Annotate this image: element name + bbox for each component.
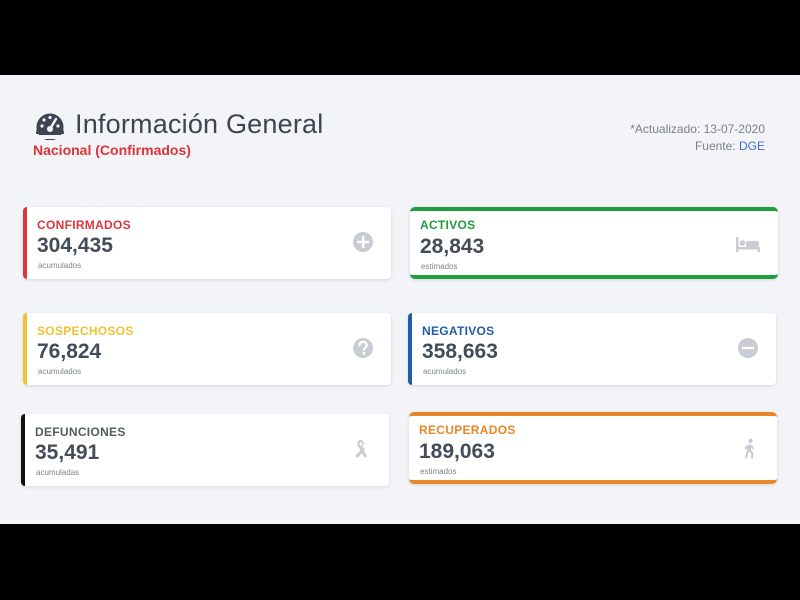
- source-link[interactable]: DGE: [738, 139, 765, 153]
- question-circle-icon: [353, 338, 373, 358]
- card-label: NEGATIVOS: [422, 324, 495, 338]
- card-defunciones: DEFUNCIONES 35,491 acumuladas: [21, 414, 389, 486]
- card-note: acumulados: [423, 367, 467, 376]
- ribbon-icon: [355, 440, 367, 458]
- card-label: ACTIVOS: [420, 218, 476, 232]
- card-note: acumuladas: [36, 468, 80, 477]
- page-subtitle: Nacional (Confirmados): [33, 142, 191, 158]
- dashboard-viewport: Información General Nacional (Confirmado…: [0, 75, 800, 524]
- card-negativos: NEGATIVOS 358,663 acumulados: [408, 313, 776, 385]
- card-value: 358,663: [422, 340, 498, 363]
- bed-icon: [736, 237, 760, 252]
- minus-circle-icon: [738, 338, 758, 358]
- card-label: CONFIRMADOS: [37, 218, 131, 232]
- card-note: acumulados: [38, 261, 82, 270]
- source-label: Fuente:: [694, 139, 736, 153]
- updated-date: *Actualizado: 13-07-2020: [630, 122, 765, 136]
- card-note: acumulados: [38, 367, 82, 376]
- card-recuperados: RECUPERADOS 189,063 estimados: [409, 412, 777, 484]
- card-activos: ACTIVOS 28,843 estimados: [410, 207, 778, 279]
- source-line: Fuente: DGE: [630, 138, 765, 155]
- page-title: Información General: [75, 109, 324, 139]
- update-info: *Actualizado: 13-07-2020 Fuente: DGE: [630, 121, 765, 155]
- card-value: 304,435: [37, 234, 113, 257]
- card-label: RECUPERADOS: [419, 423, 516, 437]
- card-value: 189,063: [419, 440, 495, 463]
- plus-circle-icon: [353, 232, 373, 252]
- card-value: 35,491: [35, 441, 100, 464]
- card-note: estimados: [421, 262, 458, 271]
- card-label: DEFUNCIONES: [35, 425, 126, 439]
- card-note: estimados: [420, 467, 457, 476]
- card-sospechosos: SOSPECHOSOS 76,824 acumulados: [23, 313, 391, 385]
- title-row: Información General: [33, 109, 323, 140]
- walking-person-icon: [744, 438, 755, 459]
- card-value: 28,843: [420, 235, 485, 258]
- gauge-icon: [36, 113, 64, 140]
- card-confirmados: CONFIRMADOS 304,435 acumulados: [23, 207, 391, 279]
- card-label: SOSPECHOSOS: [37, 324, 134, 338]
- card-value: 76,824: [37, 340, 102, 363]
- page-header: Información General Nacional (Confirmado…: [33, 109, 323, 158]
